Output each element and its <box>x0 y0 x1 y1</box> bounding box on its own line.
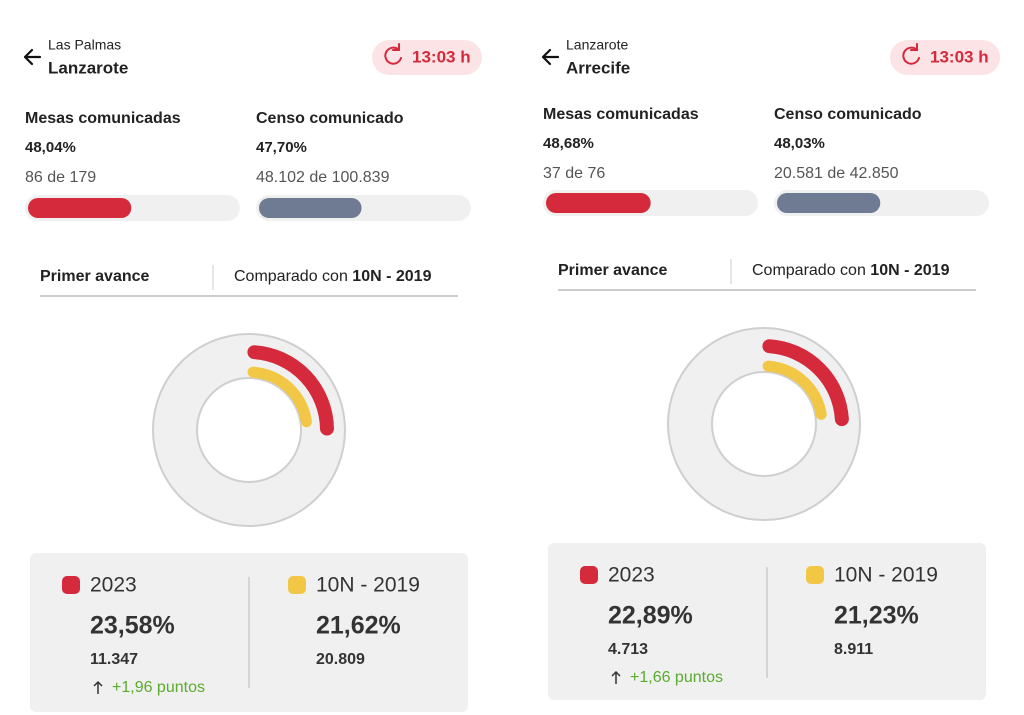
mesas-percent: 48,04% <box>25 139 76 156</box>
legend-name: 10N - 2019 <box>316 574 420 597</box>
time: 13:03 h <box>930 47 989 66</box>
progress-fill <box>28 198 132 218</box>
legend-swatch <box>62 576 80 594</box>
back-arrow[interactable] <box>23 48 42 66</box>
legend-percent: 21,62% <box>316 612 401 640</box>
tab-compare[interactable]: Comparado con 10N - 2019 <box>234 268 432 285</box>
refresh-icon <box>384 43 402 65</box>
region: Las Palmas <box>48 37 121 53</box>
censo-count: 20.581 de 42.850 <box>774 165 899 182</box>
legend-votes: 20.809 <box>316 651 365 668</box>
censo-percent: 47,70% <box>256 139 307 156</box>
legend-percent: 23,58% <box>90 612 175 640</box>
compare-bold: 10N - 2019 <box>870 262 949 279</box>
tab-active[interactable]: Primer avance <box>40 268 150 285</box>
mesas-title: Mesas comunicadas <box>25 110 181 127</box>
censo-percent: 48,03% <box>774 135 825 152</box>
progress-fill <box>259 198 362 218</box>
compare-prefix: Comparado con <box>234 268 348 285</box>
donut-arc <box>247 345 334 436</box>
progress-fill <box>546 193 651 213</box>
legend-name: 2023 <box>90 574 137 597</box>
place: Arrecife <box>566 58 630 77</box>
legend-change: +1,66 puntos <box>630 669 723 686</box>
legend-votes: 8.911 <box>834 641 873 658</box>
region: Lanzarote <box>566 37 628 53</box>
compare-prefix: Comparado con <box>752 262 866 279</box>
legend-name: 10N - 2019 <box>834 564 938 587</box>
place: Lanzarote <box>48 58 128 77</box>
up-arrow <box>93 680 103 694</box>
mesas-count: 37 de 76 <box>543 165 605 182</box>
legend-percent: 22,89% <box>608 602 693 630</box>
legend-votes: 11.347 <box>90 651 138 668</box>
donut-outer <box>152 333 346 527</box>
progress-fill <box>777 193 881 213</box>
donut-outer <box>667 327 861 521</box>
donut-arc <box>762 339 849 427</box>
donut-arc <box>247 366 312 428</box>
censo-count: 48.102 de 100.839 <box>256 169 390 186</box>
legend-percent: 21,23% <box>834 602 919 630</box>
time: 13:03 h <box>412 47 471 66</box>
legend-votes: 4.713 <box>608 641 648 658</box>
up-arrow <box>611 670 621 684</box>
mesas-count: 86 de 179 <box>25 169 96 186</box>
tab-active[interactable]: Primer avance <box>558 262 668 279</box>
mesas-title: Mesas comunicadas <box>543 106 699 123</box>
mesas-percent: 48,68% <box>543 135 594 152</box>
donut-arc <box>762 360 827 420</box>
legend-swatch <box>580 566 598 584</box>
censo-title: Censo comunicado <box>256 110 404 127</box>
donut-inner <box>196 377 302 483</box>
legend-change: +1,96 puntos <box>112 679 205 696</box>
back-arrow[interactable] <box>541 48 560 66</box>
donut-inner <box>711 371 817 477</box>
legend-swatch <box>288 576 306 594</box>
compare-bold: 10N - 2019 <box>352 268 431 285</box>
refresh-icon <box>902 43 920 65</box>
legend-name: 2023 <box>608 564 655 587</box>
tab-compare[interactable]: Comparado con 10N - 2019 <box>752 262 950 279</box>
legend-swatch <box>806 566 824 584</box>
censo-title: Censo comunicado <box>774 106 922 123</box>
